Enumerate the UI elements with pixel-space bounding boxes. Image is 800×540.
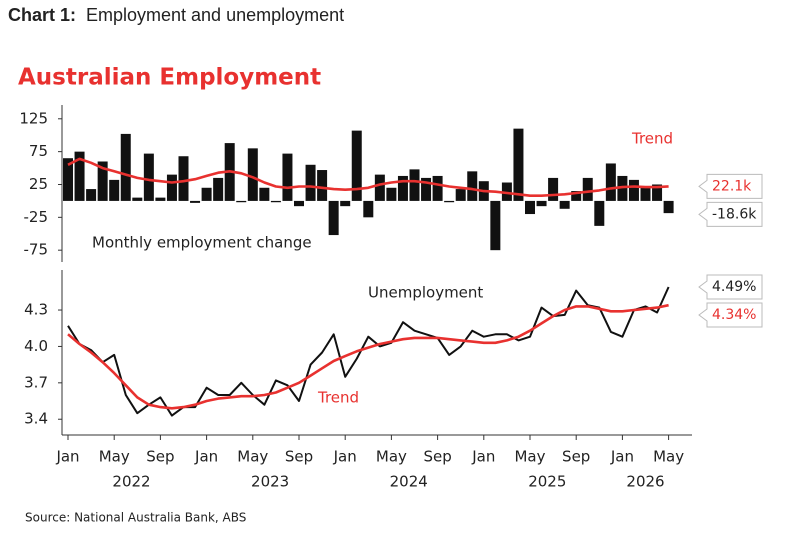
bar: [74, 151, 85, 201]
value-label: -18.6k: [712, 206, 757, 222]
y-tick-label: -25: [24, 208, 49, 226]
bar: [513, 128, 524, 201]
y-tick-label: 4.0: [24, 337, 48, 355]
bar: [432, 175, 443, 201]
x-year-label: 2025: [528, 473, 566, 491]
x-tick-label: Sep: [146, 448, 174, 466]
y-tick-label: 3.7: [24, 373, 48, 391]
x-tick-label: Sep: [562, 448, 590, 466]
bar: [455, 189, 466, 201]
header-title: Employment and unemployment: [86, 5, 344, 25]
bar: [467, 171, 478, 201]
bar: [340, 200, 351, 207]
header-label: Chart 1:: [8, 5, 76, 25]
x-tick-label: Jan: [55, 448, 79, 466]
x-tick-label: Jan: [194, 448, 218, 466]
bar: [397, 175, 408, 201]
bar: [294, 200, 304, 207]
y-tick-label: 4.3: [24, 301, 48, 319]
bar: [536, 200, 547, 207]
bar: [374, 174, 385, 201]
bar: [155, 197, 166, 201]
bar: [120, 133, 131, 201]
y-tick-label: -75: [24, 241, 49, 259]
bar: [628, 179, 639, 201]
x-tick-label: May: [653, 448, 684, 466]
source: Source: National Australia Bank, ABS: [25, 511, 246, 525]
bar: [571, 191, 582, 201]
y-tick-label: 125: [19, 109, 48, 127]
y-tick-label: 25: [29, 175, 48, 193]
bar: [86, 189, 97, 201]
bar: [213, 177, 224, 201]
bar: [63, 158, 73, 201]
bar: [363, 200, 374, 218]
value-label-box: [698, 201, 763, 227]
x-tick-label: May: [99, 448, 130, 466]
x-tick-label: May: [514, 448, 545, 466]
bar: [617, 175, 628, 201]
bar: [143, 153, 154, 201]
bar: [663, 200, 674, 214]
bar: [652, 184, 663, 201]
bar: [421, 177, 432, 201]
bar: [409, 169, 420, 201]
value-label-box: [698, 302, 763, 328]
bar: [282, 153, 293, 201]
x-year-label: 2023: [251, 473, 289, 491]
line: [67, 286, 670, 417]
bar: [109, 179, 120, 201]
value-label: 4.34%: [712, 307, 756, 323]
x-tick-label: Sep: [423, 448, 451, 466]
bar: [317, 170, 328, 201]
x-year-label: 2026: [626, 473, 664, 491]
x-tick-label: May: [376, 448, 407, 466]
bar: [548, 177, 559, 201]
bar: [132, 197, 143, 201]
bar: [559, 200, 570, 209]
bar: [236, 200, 247, 203]
bar: [178, 156, 189, 201]
x-tick-label: Jan: [471, 448, 495, 466]
value-label-box: [698, 173, 763, 199]
series-label: Trend: [631, 130, 673, 148]
value-label: 22.1k: [712, 178, 752, 194]
bar: [490, 200, 501, 251]
chart-title: Australian Employment: [18, 65, 321, 91]
x-year-label: 2024: [390, 473, 428, 491]
bar: [201, 187, 212, 201]
bar: [605, 163, 616, 201]
line: [67, 157, 669, 197]
bar: [640, 187, 651, 201]
bar: [259, 187, 270, 201]
bar: [351, 130, 362, 201]
bar: [582, 177, 593, 201]
bar: [328, 200, 339, 236]
series-label: Unemployment: [368, 284, 483, 302]
x-tick-label: May: [237, 448, 268, 466]
bar: [305, 164, 316, 201]
bar: [97, 161, 108, 201]
x-tick-label: Sep: [285, 448, 313, 466]
bar: [386, 187, 397, 201]
bar: [166, 174, 177, 201]
x-tick-label: Jan: [333, 448, 357, 466]
bar: [594, 200, 605, 226]
y-tick-label: 75: [29, 142, 48, 160]
series-label: Trend: [317, 389, 359, 407]
x-tick-label: Jan: [610, 448, 634, 466]
line: [67, 303, 669, 410]
x-year-label: 2022: [112, 473, 150, 491]
value-label-box: [698, 274, 763, 300]
bar: [525, 200, 535, 215]
bar: [247, 148, 258, 201]
value-label: 4.49%: [712, 279, 756, 295]
bar: [270, 200, 281, 203]
bar: [444, 200, 455, 203]
series-label: Monthly employment change: [92, 234, 312, 252]
bar: [190, 200, 201, 203]
y-tick-label: 3.4: [24, 410, 48, 428]
